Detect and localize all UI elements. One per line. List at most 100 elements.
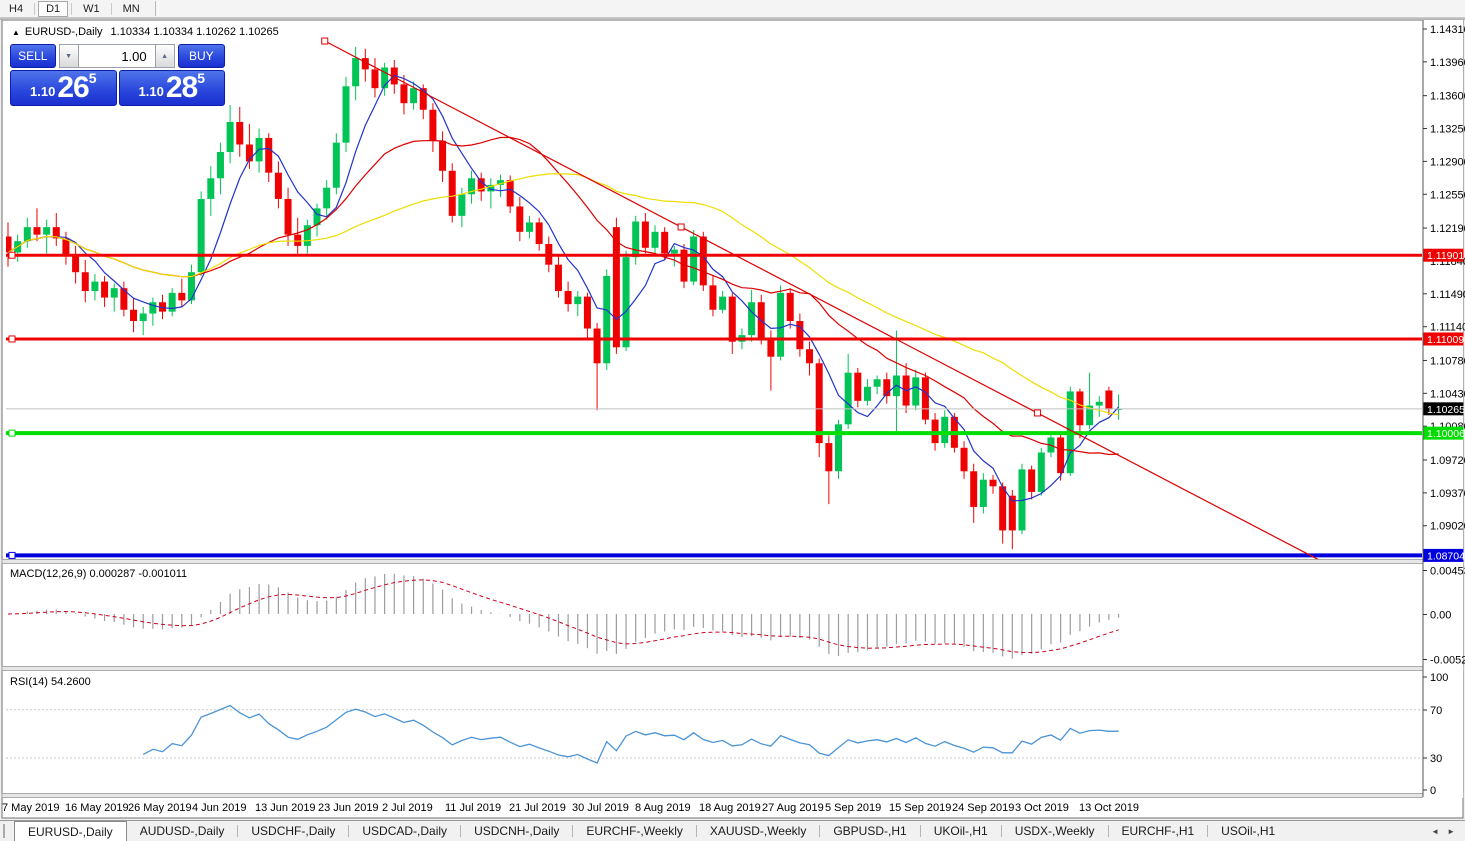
candle bbox=[1057, 437, 1065, 474]
trendline-handle[interactable] bbox=[321, 37, 329, 45]
candle bbox=[352, 58, 360, 87]
tab-usdcnh-daily[interactable]: USDCNH-,Daily bbox=[474, 824, 560, 838]
main-chart-area bbox=[6, 37, 1422, 614]
volume-input[interactable]: 1.00 bbox=[78, 44, 155, 68]
time-label: 27 Aug 2019 bbox=[762, 802, 824, 814]
svg-text:1.13960: 1.13960 bbox=[1430, 57, 1465, 69]
tab-divider bbox=[460, 825, 462, 837]
sell-price-big: 26 bbox=[57, 71, 89, 104]
sell-button[interactable]: SELL bbox=[10, 44, 56, 68]
candle bbox=[1037, 452, 1045, 492]
volume-decrease-button[interactable]: ▼ bbox=[58, 44, 79, 68]
tab-eurchf-h1[interactable]: EURCHF-,H1 bbox=[1121, 824, 1195, 838]
tab-divider bbox=[572, 825, 574, 837]
candle bbox=[912, 377, 920, 406]
candle bbox=[332, 142, 340, 188]
candle bbox=[43, 227, 51, 235]
candle bbox=[728, 296, 736, 342]
buy-price-big: 28 bbox=[165, 71, 198, 104]
rsi-panel bbox=[142, 704, 1119, 764]
candle bbox=[777, 292, 785, 357]
candle bbox=[110, 288, 118, 298]
svg-text:-0.005205: -0.005205 bbox=[1430, 655, 1465, 667]
timeframe-button-d1[interactable]: D1 bbox=[38, 0, 69, 17]
candle bbox=[632, 221, 640, 258]
candle bbox=[91, 281, 99, 291]
candle bbox=[854, 372, 862, 401]
candle bbox=[603, 275, 611, 364]
tab-eurusd-daily[interactable]: EURUSD-,Daily bbox=[14, 821, 127, 841]
timeframe-button-h4[interactable]: H4 bbox=[9, 2, 24, 15]
trendline-handle[interactable] bbox=[1033, 409, 1041, 417]
candle bbox=[767, 337, 775, 357]
tab-usdx-weekly[interactable]: USDX-,Weekly bbox=[1014, 824, 1095, 838]
candle bbox=[989, 479, 997, 487]
candle bbox=[825, 443, 833, 472]
candle bbox=[1095, 401, 1103, 406]
candle bbox=[883, 379, 891, 397]
svg-text:0: 0 bbox=[1430, 785, 1436, 797]
toolbar-separator bbox=[154, 1, 159, 16]
time-label: 4 Jun 2019 bbox=[192, 802, 246, 814]
candle bbox=[101, 281, 109, 298]
price-label-1.10006 bbox=[1423, 426, 1464, 440]
buy-price-small: 1.10 bbox=[138, 84, 164, 99]
svg-text:1.09020: 1.09020 bbox=[1430, 521, 1465, 533]
time-label: 26 May 2019 bbox=[128, 802, 192, 814]
panel-separator[interactable] bbox=[1, 666, 1464, 671]
trendline[interactable] bbox=[324, 40, 1422, 614]
tab-usoil-h1[interactable]: USOil-,H1 bbox=[1221, 824, 1276, 838]
svg-text:1.11140: 1.11140 bbox=[1430, 322, 1465, 334]
candle bbox=[400, 84, 408, 104]
tabs-scroll-right-icon[interactable]: ► bbox=[1447, 826, 1455, 836]
candle bbox=[130, 309, 138, 322]
candle bbox=[863, 386, 871, 401]
tab-xauusd-weekly[interactable]: XAUUSD-,Weekly bbox=[709, 824, 807, 838]
candle bbox=[574, 296, 582, 305]
tab-usdcad-daily[interactable]: USDCAD-,Daily bbox=[362, 824, 448, 838]
toolbar-divider bbox=[71, 2, 73, 15]
timeframe-button-w1[interactable]: W1 bbox=[83, 2, 100, 15]
panel-separator[interactable] bbox=[1, 793, 1464, 798]
tab-ukoil-h1[interactable]: UKOil-,H1 bbox=[933, 824, 988, 838]
tabs-scroll-left-icon[interactable]: ◄ bbox=[1431, 826, 1440, 836]
svg-text:70: 70 bbox=[1430, 705, 1442, 717]
candle bbox=[342, 86, 350, 143]
candle bbox=[361, 58, 369, 70]
candle bbox=[497, 180, 505, 185]
time-label: 23 Jun 2019 bbox=[318, 802, 379, 814]
trendline-handle[interactable] bbox=[677, 223, 685, 231]
collapse-triangle-icon[interactable]: ▲ bbox=[12, 28, 20, 37]
buy-button[interactable]: BUY bbox=[177, 44, 225, 68]
candle bbox=[709, 285, 717, 310]
time-label: 21 Jul 2019 bbox=[509, 802, 566, 814]
candle bbox=[216, 152, 224, 179]
tab-usdchf-daily[interactable]: USDCHF-,Daily bbox=[251, 824, 336, 838]
sell-price-panel[interactable]: 1.10 26 5 bbox=[10, 70, 117, 106]
candle bbox=[680, 249, 688, 282]
candle bbox=[719, 296, 727, 310]
tab-audusd-daily[interactable]: AUDUSD-,Daily bbox=[139, 824, 225, 838]
macd-panel bbox=[7, 573, 1120, 659]
candle bbox=[941, 416, 949, 444]
candle bbox=[661, 231, 669, 254]
buy-price-panel[interactable]: 1.10 28 5 bbox=[118, 70, 225, 106]
tab-eurchf-weekly[interactable]: EURCHF-,Weekly bbox=[586, 824, 683, 838]
candle bbox=[178, 292, 186, 301]
panel-separator[interactable] bbox=[1, 559, 1464, 564]
candle bbox=[786, 292, 794, 322]
price-label-1.11901 bbox=[1423, 248, 1464, 262]
tab-gbpusd-h1[interactable]: GBPUSD-,H1 bbox=[833, 824, 907, 838]
tabbar-grip[interactable] bbox=[3, 824, 12, 838]
candle bbox=[487, 184, 495, 192]
price-label-1.10265 bbox=[1423, 402, 1464, 416]
volume-increase-button[interactable]: ▲ bbox=[154, 44, 175, 68]
candle bbox=[410, 88, 418, 104]
candle bbox=[506, 180, 514, 207]
svg-text:30: 30 bbox=[1430, 753, 1442, 765]
toolbar-edge bbox=[0, 17, 1465, 20]
candle bbox=[323, 187, 331, 209]
svg-text:1.13250: 1.13250 bbox=[1430, 124, 1465, 136]
timeframe-button-mn[interactable]: MN bbox=[122, 2, 140, 15]
